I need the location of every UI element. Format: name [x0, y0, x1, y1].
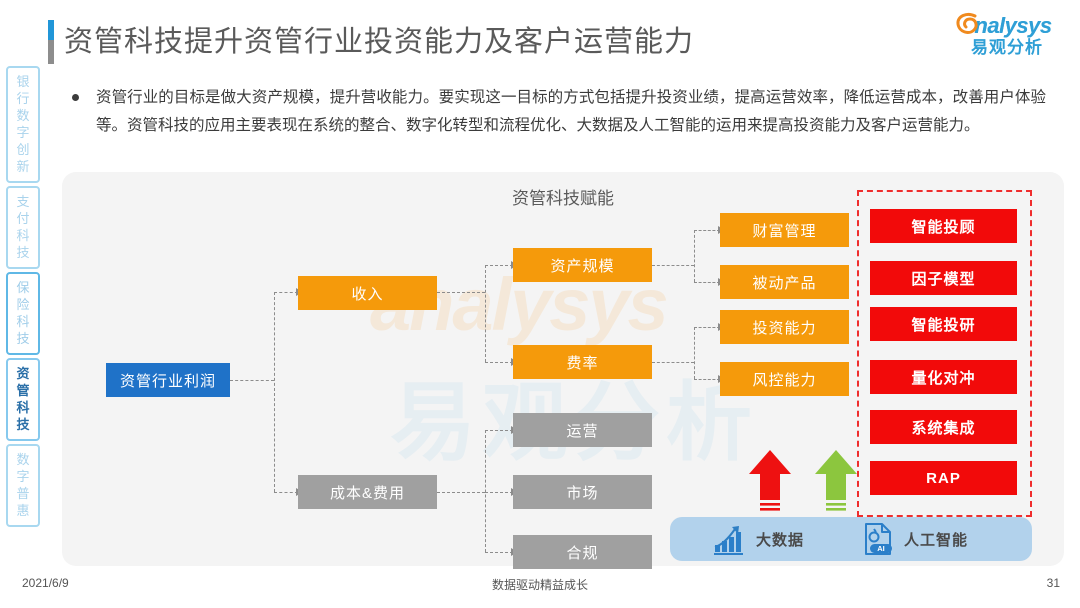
logo-chinese-text: 易观分析 — [971, 38, 1043, 57]
node-income[interactable]: 收入 — [298, 276, 437, 310]
node-label: 成本&费用 — [329, 484, 405, 502]
ai-document-icon: AI — [865, 523, 893, 555]
node-label: 风控能力 — [752, 371, 817, 389]
connector-to-invest — [694, 327, 720, 328]
logo-word-text: nalysys — [974, 13, 1052, 38]
sidebar-item-inclusive-finance[interactable]: 数字普惠 — [6, 444, 40, 527]
footer-page-number: 31 — [1046, 576, 1060, 590]
body-paragraph: 资管行业的目标是做大资产规模，提升营收能力。要实现这一目标的方式包括提升投资业绩… — [96, 89, 1046, 134]
node-fee-rate[interactable]: 费率 — [513, 345, 652, 379]
node-quant-hedging[interactable]: 量化对冲 — [870, 360, 1017, 394]
tech-label: 大数据 — [756, 531, 805, 549]
footer-slogan: 数据驱动精益成长 — [491, 578, 588, 592]
sidebar-item-insurance[interactable]: 保险科技 — [6, 272, 40, 355]
sidebar-item-label: 支付科技 — [16, 194, 30, 260]
svg-text:AI: AI — [877, 544, 885, 553]
connector-fee-out — [652, 362, 694, 363]
node-label: 资产规模 — [550, 257, 615, 275]
connector-to-market — [485, 492, 513, 493]
technology-panel: 大数据 AI 人工智能 — [670, 517, 1032, 561]
title-accent-bar — [48, 20, 54, 64]
sidebar-item-bank[interactable]: 银行数字创新 — [6, 66, 40, 183]
connector-cost-out — [437, 492, 485, 493]
node-risk-control-capability[interactable]: 风控能力 — [720, 362, 849, 396]
bar-chart-growth-icon — [714, 526, 743, 555]
footer-date: 2021/6/9 — [22, 576, 69, 590]
analysys-logo: nalysys 易观分析 — [948, 12, 1066, 66]
connector-asset-branch-vertical — [694, 230, 695, 282]
node-label: 资管行业利润 — [119, 372, 216, 390]
node-cost-expense[interactable]: 成本&费用 — [298, 475, 437, 509]
node-label: 被动产品 — [752, 274, 817, 292]
connector-to-passive — [694, 282, 720, 283]
connector-fee-branch-vertical — [694, 327, 695, 379]
connector-to-compliance — [485, 552, 513, 553]
logo-swoosh-icon — [956, 12, 978, 34]
sidebar-item-label: 保险科技 — [16, 280, 30, 346]
red-up-arrow-icon — [749, 450, 791, 511]
node-label: 投资能力 — [752, 319, 817, 337]
bullet-point-icon — [72, 94, 79, 101]
tech-item-ai[interactable]: AI 人工智能 — [862, 522, 968, 556]
connector-root-to-spine — [230, 380, 274, 381]
diagram-title: 资管科技赋能 — [512, 189, 614, 208]
connector-to-wealth — [694, 230, 720, 231]
connector-to-asset-scale — [485, 265, 513, 266]
capability-region-outline — [857, 190, 1032, 517]
node-label: 因子模型 — [911, 270, 976, 288]
sidebar-item-asset-management[interactable]: 资管科技 — [6, 358, 40, 441]
sidebar-item-label: 数字普惠 — [16, 452, 30, 518]
node-label: 费率 — [566, 354, 599, 372]
node-label: 财富管理 — [752, 222, 817, 240]
node-label: 收入 — [351, 285, 384, 303]
node-investment-capability[interactable]: 投资能力 — [720, 310, 849, 344]
tech-item-big-data[interactable]: 大数据 — [712, 523, 804, 555]
node-label: RAP — [926, 469, 961, 487]
page-title: 资管科技提升资管行业投资能力及客户运营能力 — [64, 26, 695, 58]
connector-to-fee-rate — [485, 362, 513, 363]
logo-wordmark: nalysys — [948, 12, 1066, 38]
green-up-arrow-icon — [815, 450, 857, 511]
node-wealth-management[interactable]: 财富管理 — [720, 213, 849, 247]
node-factor-model[interactable]: 因子模型 — [870, 261, 1017, 295]
node-compliance[interactable]: 合规 — [513, 535, 652, 569]
node-label: 市场 — [566, 484, 599, 502]
connector-income-out — [437, 292, 485, 293]
node-system-integration[interactable]: 系统集成 — [870, 410, 1017, 444]
node-label: 量化对冲 — [911, 369, 976, 387]
node-rap[interactable]: RAP — [870, 461, 1017, 495]
connector-spine-to-cost — [274, 492, 298, 493]
connector-to-risk — [694, 379, 720, 380]
node-label: 运营 — [566, 422, 599, 440]
node-smart-research[interactable]: 智能投研 — [870, 307, 1017, 341]
node-label: 智能投研 — [911, 316, 976, 334]
sidebar-item-payment[interactable]: 支付科技 — [6, 186, 40, 269]
node-label: 系统集成 — [911, 419, 976, 437]
node-root-profit[interactable]: 资管行业利润 — [106, 363, 230, 397]
node-smart-advisor[interactable]: 智能投顾 — [870, 209, 1017, 243]
node-operation[interactable]: 运营 — [513, 413, 652, 447]
sidebar-item-label: 资管科技 — [16, 366, 30, 432]
connector-asset-out — [652, 265, 694, 266]
connector-spine-vertical — [274, 292, 275, 492]
node-asset-scale[interactable]: 资产规模 — [513, 248, 652, 282]
diagram-card: analysys 易观分析 资管科技赋能 资管行业利润 收入 成本&费用 — [62, 172, 1064, 569]
connector-income-branch-vertical — [485, 265, 486, 362]
connector-cost-branch-vertical — [485, 430, 486, 552]
connector-to-operation — [485, 430, 513, 431]
node-label: 智能投顾 — [911, 218, 976, 236]
node-label: 合规 — [566, 544, 599, 562]
tech-label: 人工智能 — [904, 531, 969, 549]
node-passive-product[interactable]: 被动产品 — [720, 265, 849, 299]
connector-spine-to-income — [274, 292, 298, 293]
sidebar-item-label: 银行数字创新 — [16, 74, 30, 174]
sidebar-tabs: 银行数字创新 支付科技 保险科技 资管科技 数字普惠 — [6, 66, 42, 530]
node-market[interactable]: 市场 — [513, 475, 652, 509]
